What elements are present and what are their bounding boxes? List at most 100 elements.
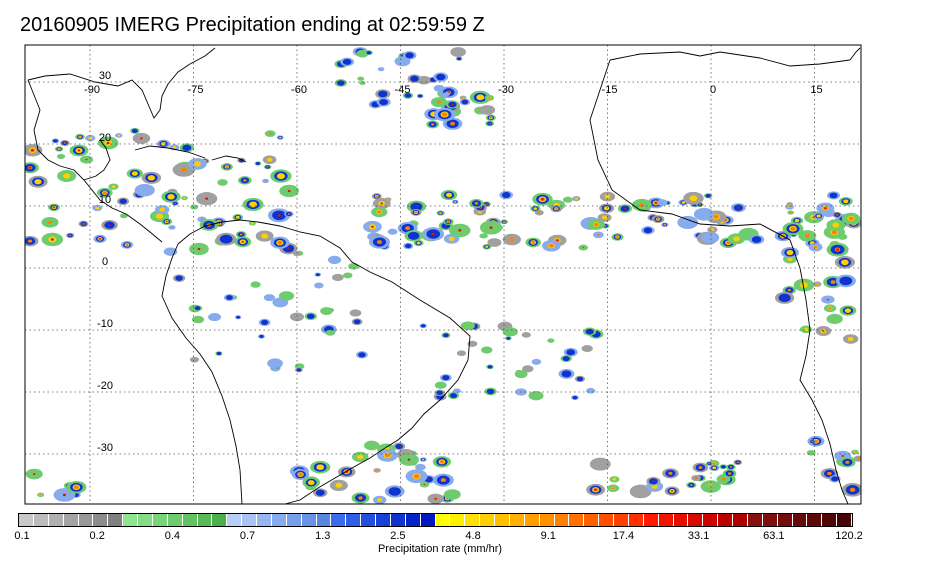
colorbar-swatch xyxy=(316,514,332,526)
precip-cell xyxy=(849,487,856,492)
precip-cell xyxy=(451,103,454,106)
precip-cell xyxy=(380,202,383,205)
precip-cell xyxy=(490,117,492,119)
precip-cell xyxy=(53,206,55,209)
precip-cell xyxy=(263,294,276,302)
colorbar-swatch xyxy=(78,514,94,526)
precip-cell xyxy=(643,227,653,234)
precip-cell xyxy=(377,210,382,214)
precip-cell xyxy=(488,97,491,99)
precip-cell xyxy=(167,194,175,200)
colorbar-swatch xyxy=(435,514,451,526)
precip-cell xyxy=(122,215,125,217)
precip-cell xyxy=(47,220,53,224)
precip-cell xyxy=(836,248,840,251)
precip-cell xyxy=(405,52,414,59)
precip-cell xyxy=(836,214,838,216)
colorbar-swatch xyxy=(108,514,124,526)
precip-cell xyxy=(377,67,385,72)
precip-cell xyxy=(266,166,269,168)
precip-cell xyxy=(467,340,478,347)
precip-cell xyxy=(450,393,458,399)
precip-cell xyxy=(586,387,596,394)
precip-cell xyxy=(267,157,273,162)
precip-cell xyxy=(434,497,437,500)
precip-cell xyxy=(147,175,156,181)
precip-cell xyxy=(388,487,401,496)
precip-cell xyxy=(831,476,839,482)
precip-cell xyxy=(62,493,66,497)
colorbar-swatch xyxy=(405,514,421,526)
precip-cell xyxy=(296,368,302,372)
colorbar-swatch xyxy=(480,514,495,526)
colorbar-swatch xyxy=(331,514,347,526)
grid-labels: -90 -75 -60 -45 -30 -15 0 15 30 20 10 0 -10 -20 -30 xyxy=(84,70,823,454)
colorbar-swatch xyxy=(792,514,808,526)
precip-cell xyxy=(337,80,345,86)
precip-cell xyxy=(479,105,496,115)
precip-cell xyxy=(701,231,720,244)
precip-cell xyxy=(131,171,138,176)
precip-cell xyxy=(268,132,272,135)
precip-cell xyxy=(668,471,673,475)
precip-cell xyxy=(689,195,698,202)
precip-cell xyxy=(713,214,719,219)
precip-cell xyxy=(800,282,808,288)
precip-cell xyxy=(387,228,398,235)
precip-cell xyxy=(161,141,167,146)
colorbar-tick-label: 1.3 xyxy=(315,530,331,542)
precip-cell xyxy=(31,149,34,152)
precip-cell xyxy=(681,201,686,204)
precip-cell xyxy=(444,225,447,227)
precip-cell xyxy=(787,288,791,292)
precip-cell xyxy=(831,230,837,235)
precip-cell xyxy=(77,149,81,152)
precip-cell xyxy=(316,464,325,471)
precip-cell xyxy=(547,338,555,343)
latitude-label: 0 xyxy=(102,256,108,268)
precip-cell xyxy=(474,202,479,205)
precip-cell xyxy=(342,272,353,279)
precip-cell xyxy=(826,298,829,301)
colorbar-swatch xyxy=(599,514,614,526)
precip-cell xyxy=(436,73,446,81)
latitude-label: 30 xyxy=(99,70,111,82)
longitude-label: 15 xyxy=(810,84,822,96)
precip-cell xyxy=(88,136,93,140)
precip-cell xyxy=(117,134,121,137)
precip-cell xyxy=(671,490,674,492)
precip-cell xyxy=(582,247,584,249)
precip-cell xyxy=(348,262,359,270)
precip-cell xyxy=(506,336,511,340)
precip-cell xyxy=(443,91,450,97)
colorbar-swatch xyxy=(123,514,138,526)
precip-cell xyxy=(452,388,461,394)
precip-cell xyxy=(315,273,320,277)
precip-cell xyxy=(604,194,611,199)
precip-cell xyxy=(710,228,715,232)
coastline xyxy=(609,51,851,67)
precip-cell xyxy=(572,395,578,400)
precip-cell xyxy=(413,474,420,479)
precip-cell xyxy=(594,488,597,491)
precip-cell xyxy=(576,376,584,382)
precip-cell xyxy=(531,240,536,244)
colorbar-tick-label: 0.4 xyxy=(164,530,181,542)
precip-cell xyxy=(654,201,658,204)
precip-cell xyxy=(847,336,854,342)
colorbar-swatch xyxy=(346,514,362,526)
colorbar-swatch xyxy=(138,514,153,526)
precip-cell xyxy=(69,234,72,237)
precip-cell xyxy=(486,388,495,395)
colorbar-swatch xyxy=(718,514,733,526)
colorbar-tick-label: 33.1 xyxy=(687,530,710,542)
precip-cell xyxy=(314,282,324,289)
colorbar-swatch xyxy=(733,514,748,526)
precip-cell xyxy=(787,257,793,262)
precip-cell xyxy=(709,484,711,486)
precip-cell xyxy=(541,198,544,201)
precip-cell xyxy=(677,215,699,229)
colorbar-swatch xyxy=(465,514,481,526)
colorbar-tick-label: 120.2 xyxy=(835,530,863,542)
precip-cell xyxy=(421,458,425,461)
